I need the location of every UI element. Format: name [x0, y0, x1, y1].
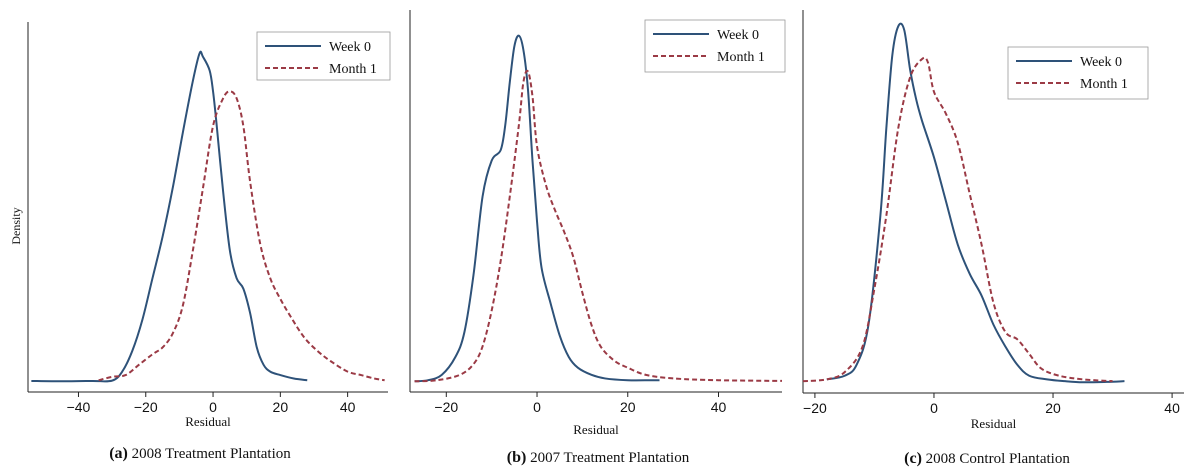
- chart-panel-2: −20 0 20 40 Residual Week 0 Month 1 (b) 2007 Tr…: [409, 10, 786, 466]
- x-tick-label: 20: [273, 399, 289, 415]
- caption-text: 2008 Control Plantation: [926, 451, 1071, 467]
- x-tick-label: 20: [1045, 400, 1061, 416]
- legend-label: Week 0: [1080, 55, 1122, 70]
- x-tick-label: 20: [620, 399, 636, 415]
- x-tick-label: −20: [803, 400, 827, 416]
- legend-box: [644, 19, 786, 73]
- caption-text: 2008 Treatment Plantation: [132, 446, 292, 462]
- chart-panel-1: −40 −20 0 20 40 Residual Density Week 0 Month 1 (…: [9, 22, 391, 462]
- series-line-week-0: [414, 34, 660, 383]
- x-axis-label: Residual: [573, 422, 619, 437]
- legend: Week 0 Month 1: [256, 31, 391, 81]
- subfigure-caption: (a) 2008 Treatment Plantation: [109, 445, 291, 462]
- x-tick-label: 40: [340, 399, 356, 415]
- x-tick-label: 40: [1164, 400, 1180, 416]
- legend: Week 0 Month 1: [1007, 46, 1149, 100]
- y-axis-label: Density: [9, 207, 23, 244]
- chart-panel-3: −20 0 20 40 Residual Week 0 Month 1 (c) 2008 Co…: [802, 10, 1184, 467]
- x-tick-label: −40: [67, 399, 91, 415]
- subfigure-caption: (c) 2008 Control Plantation: [904, 450, 1070, 467]
- series-line-week-0: [826, 22, 1125, 384]
- legend: Week 0 Month 1: [644, 19, 786, 73]
- legend-box: [1007, 46, 1149, 100]
- series-line-month-1: [802, 56, 1113, 383]
- x-tick-label: −20: [134, 399, 158, 415]
- legend-label: Week 0: [329, 40, 371, 55]
- caption-label: (a): [109, 445, 128, 462]
- legend-label: Month 1: [1080, 77, 1128, 92]
- caption-text: 2007 Treatment Plantation: [530, 450, 690, 466]
- caption-label: (b): [507, 449, 527, 466]
- x-tick-label: 40: [711, 399, 727, 415]
- legend-box: [256, 31, 391, 81]
- x-tick-label: 0: [930, 400, 938, 416]
- series-line-month-1: [98, 90, 385, 382]
- series-line-week-0: [31, 50, 308, 383]
- caption-label: (c): [904, 450, 922, 467]
- x-axis-label: Residual: [971, 416, 1017, 431]
- legend-label: Month 1: [717, 50, 765, 65]
- series-line-month-1: [414, 69, 783, 383]
- legend-label: Month 1: [329, 62, 377, 77]
- x-tick-label: −20: [434, 399, 458, 415]
- x-tick-label: 0: [209, 399, 217, 415]
- x-axis-label: Residual: [185, 414, 231, 429]
- x-tick-label: 0: [533, 399, 541, 415]
- legend-label: Week 0: [717, 28, 759, 43]
- subfigure-caption: (b) 2007 Treatment Plantation: [507, 449, 690, 466]
